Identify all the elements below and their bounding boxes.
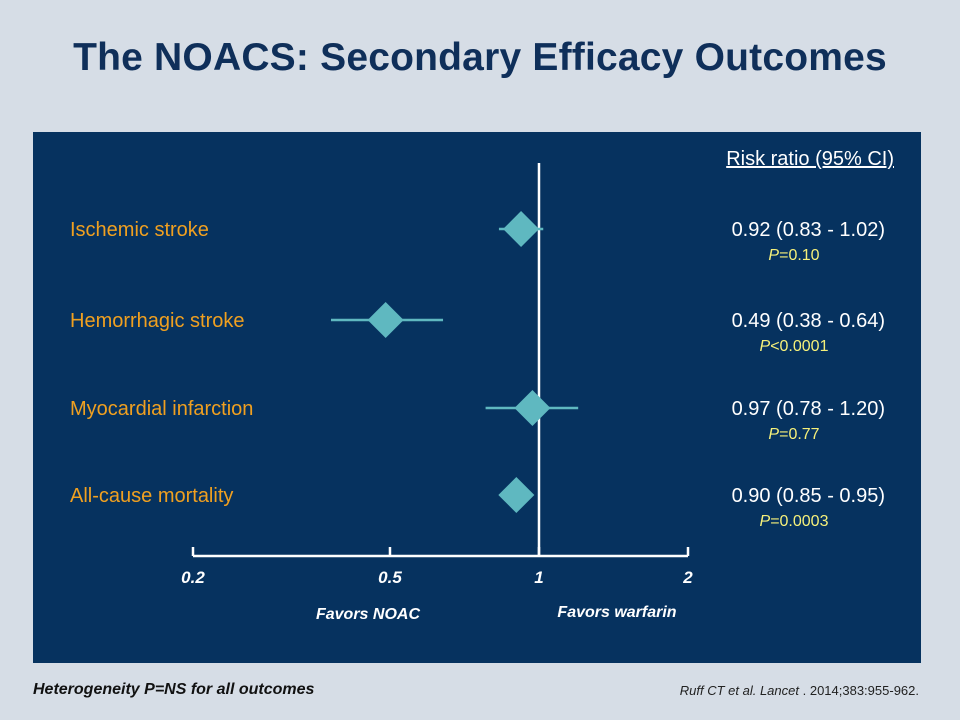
outcome-label: Ischemic stroke [70,219,209,241]
forest-plot-panel: Risk ratio (95% CI) Ischemic stroke 0.92 (… [33,132,921,663]
risk-ratio-ci: 0.92 (0.83 - 1.02) [732,219,885,241]
x-axis-tick-label: 0.2 [181,568,205,587]
p-value-symbol: P [768,247,779,264]
citation-details: . 2014;383:955-962. [799,683,919,698]
x-axis-tick-label: 0.5 [378,568,402,587]
p-value: P=0.0003 [760,513,829,530]
point-estimate-diamond [498,477,535,513]
p-value-number: =0.0003 [770,513,828,530]
heterogeneity-note: Heterogeneity P=NS for all outcomes [33,681,315,698]
x-axis-tick-label: 2 [682,568,693,587]
p-value-symbol: P [760,513,771,530]
risk-ratio-ci: 0.90 (0.85 - 0.95) [732,485,885,507]
forest-plot: Risk ratio (95% CI) Ischemic stroke 0.92 (… [70,148,894,623]
outcome-label: Hemorrhagic stroke [70,310,245,332]
favors-noac-label: Favors NOAC [316,606,420,623]
p-value-number: =0.77 [779,426,820,443]
point-estimate-diamond [367,302,404,338]
x-axis-tick-label: 1 [534,568,543,587]
outcome-label: All-cause mortality [70,485,233,507]
citation: Ruff CT et al. Lancet . 2014;383:955-962… [680,683,919,698]
favors-warfarin-label: Favors warfarin [557,604,676,621]
point-estimate-diamond [503,211,540,247]
outcome-label: Myocardial infarction [70,398,253,420]
p-value-symbol: P [768,426,779,443]
p-value: P=0.77 [768,426,819,443]
p-value: P=0.10 [768,247,819,264]
risk-ratio-ci: 0.49 (0.38 - 0.64) [732,310,885,332]
risk-ratio-ci: 0.97 (0.78 - 1.20) [732,398,885,420]
p-value-symbol: P [760,338,771,355]
column-header: Risk ratio (95% CI) [726,148,894,170]
p-value-number: =0.10 [779,247,820,264]
p-value: P<0.0001 [760,338,829,355]
citation-authors: Ruff CT et al. Lancet [679,683,799,698]
point-estimate-diamond [514,390,551,426]
p-value-number: <0.0001 [770,338,828,355]
slide-title: The NOACS: Secondary Efficacy Outcomes [73,36,887,79]
